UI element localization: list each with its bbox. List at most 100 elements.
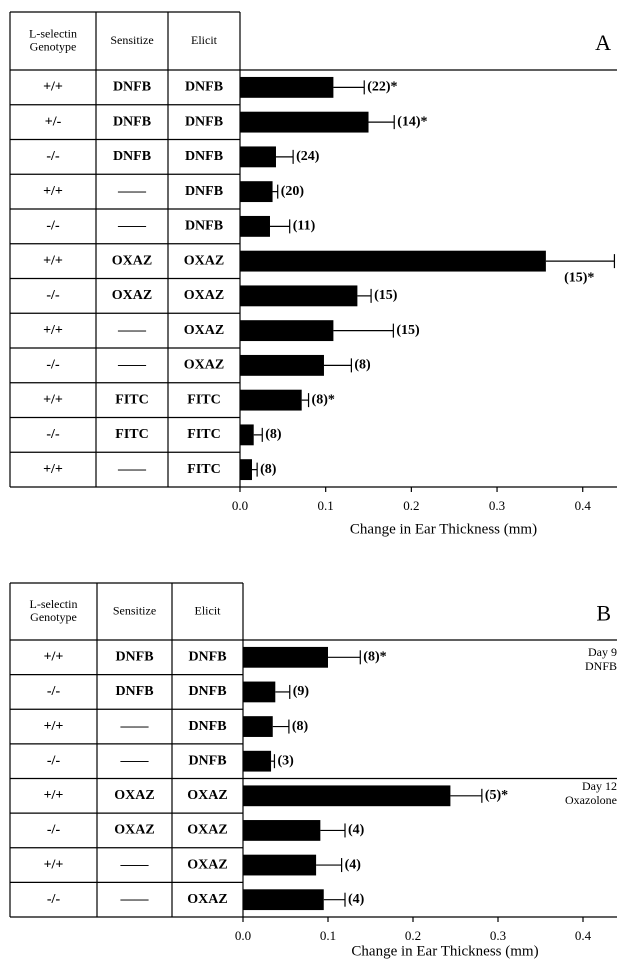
bar xyxy=(240,146,276,168)
table-cell: OXAZ xyxy=(184,288,224,303)
n-label: (11) xyxy=(293,219,316,234)
table-cell: +/+ xyxy=(44,788,64,803)
table-cell: +/+ xyxy=(43,462,63,477)
table-cell: +/+ xyxy=(44,857,64,872)
n-label: (8)* xyxy=(363,650,386,665)
n-label: (24) xyxy=(296,149,320,164)
table-cell: OXAZ xyxy=(114,823,154,838)
panel-label: B xyxy=(596,601,611,626)
table-cell: —— xyxy=(117,358,147,373)
x-tick-label: 0.3 xyxy=(489,498,505,513)
x-tick-label: 0.1 xyxy=(320,928,336,943)
table-cell: +/+ xyxy=(43,323,63,338)
table-cell: DNFB xyxy=(185,149,223,164)
bar xyxy=(240,389,302,411)
annotation: Oxazolone xyxy=(565,793,617,807)
table-cell: OXAZ xyxy=(184,358,224,373)
table-cell: +/+ xyxy=(44,650,64,665)
bar xyxy=(240,320,334,342)
x-tick-label: 0.3 xyxy=(490,928,506,943)
table-cell: —— xyxy=(120,719,150,734)
table-cell: OXAZ xyxy=(187,788,227,803)
table-cell: DNFB xyxy=(115,684,153,699)
bar xyxy=(240,76,334,98)
table-cell: DNFB xyxy=(188,753,226,768)
n-label: (4) xyxy=(345,857,362,872)
n-label: (22)* xyxy=(367,80,397,95)
n-label: (14)* xyxy=(397,114,427,129)
x-axis-label: Change in Ear Thickness (mm) xyxy=(351,943,538,959)
table-cell: -/- xyxy=(47,753,61,768)
table-cell: +/- xyxy=(45,114,62,129)
table-cell: OXAZ xyxy=(187,823,227,838)
table-cell: OXAZ xyxy=(112,288,152,303)
table-cell: +/+ xyxy=(43,184,63,199)
table-cell: +/+ xyxy=(43,392,63,407)
x-tick-label: 0.1 xyxy=(318,498,334,513)
table-cell: DNFB xyxy=(185,184,223,199)
x-tick-label: 0.0 xyxy=(235,928,251,943)
x-axis-label: Change in Ear Thickness (mm) xyxy=(350,521,537,537)
n-label: (15)* xyxy=(564,271,594,286)
annotation: Day 9 xyxy=(588,645,617,659)
table-cell: —— xyxy=(120,892,150,907)
table-cell: +/+ xyxy=(44,719,64,734)
table-cell: DNFB xyxy=(188,650,226,665)
table-cell: —— xyxy=(117,219,147,234)
n-label: (3) xyxy=(277,753,294,768)
n-label: (8) xyxy=(292,719,309,734)
panel-label: A xyxy=(595,30,611,55)
table-header: Genotype xyxy=(30,610,77,624)
annotation: DNFB xyxy=(585,659,617,673)
bar xyxy=(240,181,273,203)
table-cell: —— xyxy=(117,462,147,477)
table-cell: —— xyxy=(120,753,150,768)
bar xyxy=(243,854,317,876)
bar xyxy=(243,716,273,737)
table-cell: +/+ xyxy=(43,253,63,268)
table-cell: OXAZ xyxy=(184,253,224,268)
bar xyxy=(243,785,451,807)
table-cell: OXAZ xyxy=(112,253,152,268)
bar xyxy=(240,424,254,446)
table-cell: DNFB xyxy=(185,80,223,95)
x-tick-label: 0.4 xyxy=(575,498,592,513)
table-cell: -/- xyxy=(46,149,60,164)
table-cell: OXAZ xyxy=(184,323,224,338)
bar xyxy=(240,354,324,376)
table-cell: DNFB xyxy=(115,650,153,665)
table-cell: DNFB xyxy=(113,80,151,95)
n-label: (4) xyxy=(348,823,365,838)
bar xyxy=(240,250,546,272)
table-cell: —— xyxy=(117,323,147,338)
table-cell: FITC xyxy=(187,392,220,407)
n-label: (20) xyxy=(281,184,305,199)
x-tick-label: 0.4 xyxy=(575,928,592,943)
bar xyxy=(243,889,324,911)
table-header: Elicit xyxy=(195,603,222,617)
table-cell: —— xyxy=(117,184,147,199)
table-cell: DNFB xyxy=(113,114,151,129)
x-tick-label: 0.2 xyxy=(403,498,419,513)
table-cell: FITC xyxy=(115,392,148,407)
n-label: (8) xyxy=(260,462,277,477)
table-cell: FITC xyxy=(115,427,148,442)
bar xyxy=(243,820,321,841)
table-cell: -/- xyxy=(47,892,61,907)
table-cell: DNFB xyxy=(188,719,226,734)
table-cell: DNFB xyxy=(188,684,226,699)
bar xyxy=(243,646,328,668)
table-header: L-selectin xyxy=(29,26,77,40)
table-cell: OXAZ xyxy=(114,788,154,803)
x-tick-label: 0.0 xyxy=(232,498,248,513)
n-label: (8)* xyxy=(312,392,335,407)
bar xyxy=(243,681,276,703)
table-cell: -/- xyxy=(46,358,60,373)
bar xyxy=(240,111,369,133)
table-header: Genotype xyxy=(30,39,77,53)
table-cell: -/- xyxy=(47,684,61,699)
table-header: Elicit xyxy=(191,33,218,47)
table-cell: DNFB xyxy=(113,149,151,164)
table-cell: DNFB xyxy=(185,114,223,129)
